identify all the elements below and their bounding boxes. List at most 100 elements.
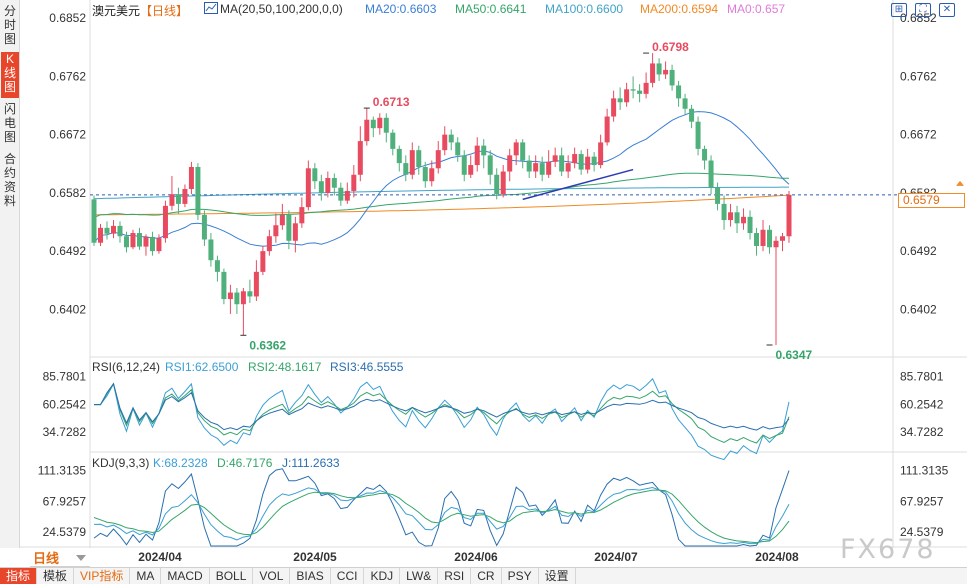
price-tick-left: 0.6492 — [49, 244, 86, 258]
candle — [637, 90, 643, 94]
kdj-tick-right: 24.5379 — [900, 525, 944, 539]
candle — [409, 150, 415, 175]
date-tick: 2024/05 — [293, 550, 337, 564]
price-tick-right: 0.6762 — [900, 69, 937, 83]
indicator-tab-cci[interactable]: CCI — [331, 568, 365, 584]
indicator-tab-boll[interactable]: BOLL — [210, 568, 254, 584]
kdj-d-value: D:46.7176 — [217, 456, 273, 470]
period-selector[interactable]: 日线 — [30, 550, 90, 567]
candle — [767, 229, 773, 248]
indicator-tab-vol[interactable]: VOL — [253, 568, 291, 584]
rsi-tick-left: 60.2542 — [43, 397, 87, 411]
indicator-tab-1[interactable]: 模板 — [37, 568, 75, 584]
date-tick: 2024/07 — [594, 550, 638, 564]
kdj-tick-right: 111.3135 — [900, 464, 949, 478]
candle — [598, 142, 604, 166]
indicator-tab-14[interactable]: 设置 — [539, 568, 576, 584]
rsi-tick-right: 34.7282 — [900, 425, 944, 439]
ma-settings-icon[interactable] — [204, 2, 218, 17]
candle — [429, 168, 435, 182]
indicator-tab-macd[interactable]: MACD — [161, 568, 210, 584]
expand-icon[interactable]: ⊞ — [891, 3, 907, 17]
indicator-tab-cr[interactable]: CR — [471, 568, 502, 584]
high-label-2: 0.6798 — [652, 40, 689, 54]
candle — [188, 166, 194, 190]
ma20-line — [93, 111, 790, 247]
price-tick-right: 0.6402 — [900, 302, 937, 316]
candle — [721, 203, 727, 221]
trend-line — [522, 168, 634, 201]
rsi3-value: RSI3:46.5555 — [330, 360, 404, 374]
ma200-value: MA200:0.6594 — [640, 2, 719, 16]
candle — [279, 214, 285, 226]
candle — [266, 236, 272, 252]
candle — [143, 236, 149, 247]
candle — [383, 117, 389, 133]
candle — [728, 212, 734, 221]
indicator-tab-psy[interactable]: PSY — [502, 568, 539, 584]
candle — [559, 155, 565, 172]
rsi3-line — [94, 382, 790, 431]
candle — [663, 69, 669, 75]
candle — [780, 236, 786, 241]
candle — [273, 225, 279, 237]
candle — [169, 194, 175, 206]
candle — [650, 63, 656, 83]
indicator-tab-vip[interactable]: VIP指标 — [74, 568, 131, 584]
kdj-d-line — [93, 489, 790, 544]
close-icon[interactable]: ✕ — [939, 3, 955, 17]
price-tick-left: 0.6762 — [49, 69, 86, 83]
candle — [299, 207, 305, 224]
price-marker-icon — [956, 180, 964, 186]
candle — [214, 260, 220, 272]
candle — [136, 233, 142, 247]
candle — [591, 156, 597, 166]
candle — [689, 108, 695, 122]
candle — [747, 216, 753, 234]
tab-timeshare[interactable]: 分时图 — [3, 4, 16, 46]
rsi1-line — [94, 377, 790, 461]
indicator-tab-lw[interactable]: LW& — [400, 568, 439, 584]
candle — [565, 163, 571, 172]
candle — [292, 223, 298, 241]
candle — [617, 98, 623, 103]
tab-lightning[interactable]: 闪电图 — [3, 102, 16, 144]
price-tick-left: 0.6672 — [49, 128, 86, 142]
candle — [630, 89, 636, 91]
kdj-tick-left: 67.9257 — [43, 494, 87, 508]
fullscreen-icon[interactable]: ⛶ — [915, 3, 931, 17]
tab-contract-info[interactable]: 合约资料 — [3, 152, 16, 208]
candle — [377, 117, 383, 129]
high-label-1: 0.6713 — [373, 95, 410, 109]
candle — [494, 174, 500, 195]
date-tick: 2024/08 — [755, 550, 799, 564]
ma50-line — [93, 172, 790, 218]
candle — [110, 225, 116, 234]
candle — [754, 233, 760, 246]
candle — [123, 236, 129, 248]
candle — [539, 163, 545, 175]
candle — [461, 155, 467, 175]
ma200-line — [93, 194, 790, 216]
price-tick-right: 0.6852 — [900, 11, 937, 25]
indicator-tab-rsi[interactable]: RSI — [438, 568, 472, 584]
candle — [448, 134, 454, 143]
candle — [708, 160, 714, 188]
period-tag: 【日线】 — [140, 4, 189, 18]
candle — [227, 292, 233, 300]
indicator-tab-kdj[interactable]: KDJ — [364, 568, 401, 584]
candle — [624, 89, 630, 103]
candle — [331, 178, 337, 188]
candle — [318, 181, 324, 193]
candle — [760, 229, 766, 246]
candle — [195, 166, 201, 215]
indicator-tab-bias[interactable]: BIAS — [290, 568, 331, 584]
indicator-tab-ma[interactable]: MA — [130, 568, 162, 584]
candle — [468, 165, 474, 175]
candle — [669, 69, 675, 86]
indicator-tab-0[interactable]: 指标 — [0, 568, 38, 584]
price-tick-right: 0.6672 — [900, 128, 937, 142]
